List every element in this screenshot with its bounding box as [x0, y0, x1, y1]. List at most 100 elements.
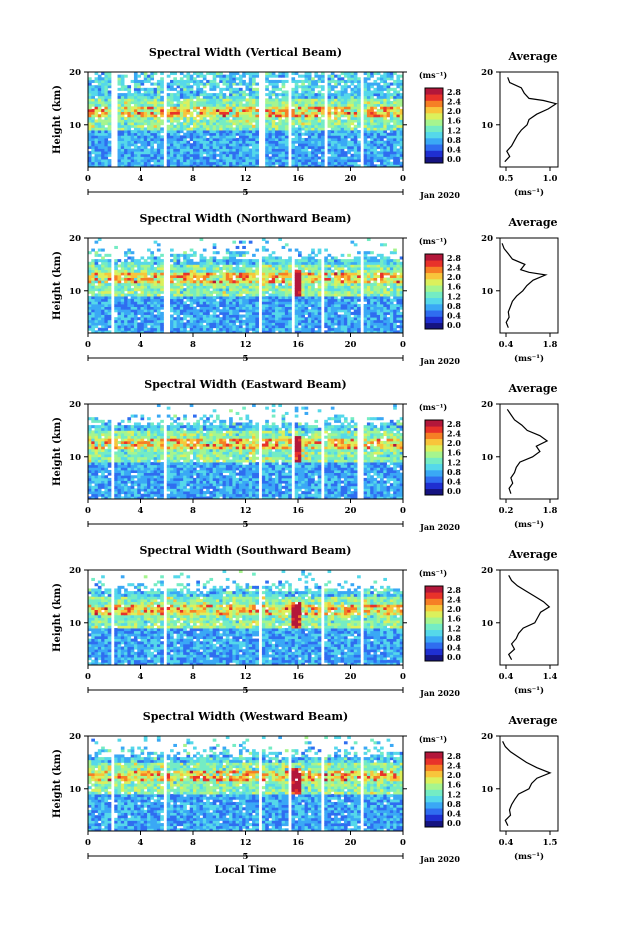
colorbar-unit: (ms⁻¹)	[419, 568, 447, 578]
date-marker: 5	[243, 354, 249, 364]
x-tick-label: 0	[85, 672, 91, 682]
x-tick-label: 16	[292, 672, 304, 682]
avg-y-tick: 20	[481, 234, 493, 244]
y-tick-label: 10	[69, 287, 81, 297]
average-profile: Average 20 10 0.4 1.8 (ms⁻¹)	[481, 216, 559, 364]
colorbar-tick: 2.0	[447, 438, 461, 448]
colorbar-tick: 0.0	[447, 486, 461, 496]
panel-title: Spectral Width (Westward Beam)	[143, 710, 348, 723]
y-tick-label: 10	[69, 785, 81, 795]
x-tick-label: 4	[138, 672, 144, 682]
colorbar-tick: 2.0	[447, 604, 461, 614]
avg-y-tick: 20	[481, 68, 493, 78]
date-marker: 5	[243, 188, 249, 198]
x-tick-label: 12	[240, 340, 252, 350]
x-tick-label: 0	[85, 174, 91, 184]
colorbar-tick: 0.0	[447, 652, 461, 662]
heatmap	[88, 404, 404, 500]
y-axis-label: Height (km)	[52, 251, 63, 320]
x-tick-label: 0	[400, 174, 406, 184]
average-profile: Average 20 10 0.2 1.8 (ms⁻¹)	[481, 382, 559, 530]
x-tick-label: 8	[190, 506, 196, 516]
average-title: Average	[507, 50, 557, 63]
colorbar-tick: 1.2	[447, 457, 461, 467]
colorbar: 2.82.42.01.61.20.80.40.0	[424, 87, 461, 164]
x-tick-label: 0	[400, 340, 406, 350]
date-label: Jan 2020	[419, 688, 460, 698]
average-line	[502, 741, 552, 826]
x-tick-label: 12	[240, 838, 252, 848]
y-tick-label: 20	[69, 234, 81, 244]
avg-x-tick: 1.5	[543, 838, 558, 848]
average-title: Average	[507, 216, 557, 229]
avg-x-tick: 0.2	[499, 506, 514, 516]
colorbar: 2.82.42.01.61.20.80.40.0	[424, 585, 461, 662]
x-tick-label: 8	[190, 174, 196, 184]
avg-y-tick: 20	[481, 732, 493, 742]
y-tick-label: 10	[69, 121, 81, 131]
x-tick-label: 0	[400, 506, 406, 516]
colorbar-tick: 1.6	[447, 448, 461, 458]
avg-y-tick: 10	[481, 287, 493, 297]
panel-title: Spectral Width (Eastward Beam)	[144, 378, 346, 391]
avg-x-label: (ms⁻¹)	[514, 519, 544, 530]
avg-y-tick: 10	[481, 453, 493, 463]
y-tick-label: 10	[69, 619, 81, 629]
x-tick-label: 8	[190, 672, 196, 682]
date-marker: 5	[243, 520, 249, 530]
y-axis-label: Height (km)	[52, 417, 63, 486]
y-axis-label: Height (km)	[52, 583, 63, 652]
x-tick-label: 4	[138, 174, 144, 184]
y-tick-label: 20	[69, 400, 81, 410]
x-tick-label: 4	[138, 340, 144, 350]
x-tick-label: 20	[345, 672, 357, 682]
avg-x-tick: 0.5	[499, 174, 514, 184]
avg-y-tick: 10	[481, 785, 493, 795]
date-marker: 5	[243, 852, 249, 862]
x-tick-label: 0	[400, 672, 406, 682]
avg-x-tick: 1.0	[543, 174, 558, 184]
colorbar-tick: 2.4	[447, 263, 461, 273]
average-profile: Average 20 10 0.4 1.5 (ms⁻¹)	[481, 714, 559, 862]
avg-x-tick: 0.4	[499, 838, 514, 848]
avg-x-label: (ms⁻¹)	[514, 851, 544, 862]
average-title: Average	[507, 714, 557, 727]
panel-5: Spectral Width (Westward Beam) 20 10 Height…	[52, 710, 559, 876]
colorbar-tick: 0.0	[447, 154, 461, 164]
colorbar-tick: 1.6	[447, 614, 461, 624]
x-tick-label: 12	[240, 174, 252, 184]
colorbar-tick: 2.4	[447, 761, 461, 771]
colorbar-tick: 2.0	[447, 770, 461, 780]
colorbar-tick: 1.2	[447, 789, 461, 799]
colorbar: 2.82.42.01.61.20.80.40.0	[424, 751, 461, 828]
x-tick-label: 12	[240, 506, 252, 516]
x-tick-label: 20	[345, 506, 357, 516]
panel-4: Spectral Width (Southward Beam) 20 10 Heigh…	[52, 544, 559, 698]
heatmap	[88, 570, 404, 666]
avg-y-tick: 20	[481, 400, 493, 410]
avg-x-tick: 0.4	[499, 672, 514, 682]
avg-x-label: (ms⁻¹)	[514, 685, 544, 696]
x-axis-label: Local Time	[215, 865, 277, 876]
x-tick-label: 16	[292, 340, 304, 350]
colorbar-tick: 1.6	[447, 780, 461, 790]
colorbar-tick: 2.8	[447, 253, 461, 263]
panel-2: Spectral Width (Northward Beam) 20 10 Heigh…	[52, 212, 559, 366]
colorbar-tick: 0.8	[447, 633, 461, 643]
heatmap	[88, 72, 404, 168]
x-tick-label: 20	[345, 340, 357, 350]
x-tick-label: 20	[345, 174, 357, 184]
x-tick-label: 8	[190, 838, 196, 848]
panel-title: Spectral Width (Southward Beam)	[139, 544, 351, 557]
heatmap	[88, 238, 404, 334]
colorbar-tick: 2.8	[447, 87, 461, 97]
avg-x-tick: 1.8	[543, 340, 558, 350]
colorbar-tick: 0.8	[447, 301, 461, 311]
colorbar-tick: 2.0	[447, 272, 461, 282]
x-tick-label: 20	[345, 838, 357, 848]
colorbar-tick: 2.4	[447, 429, 461, 439]
x-tick-label: 0	[85, 340, 91, 350]
y-tick-label: 20	[69, 68, 81, 78]
x-tick-label: 0	[85, 838, 91, 848]
